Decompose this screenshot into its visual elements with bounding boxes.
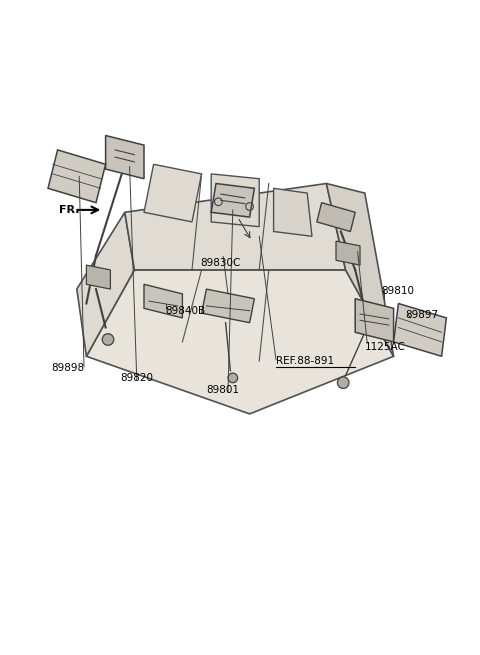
Polygon shape [106, 136, 144, 179]
Polygon shape [355, 299, 394, 342]
Polygon shape [211, 183, 254, 217]
Polygon shape [144, 284, 182, 318]
Text: 89898: 89898 [51, 364, 84, 373]
Polygon shape [86, 270, 394, 414]
Polygon shape [144, 164, 202, 222]
Text: 89840B: 89840B [166, 306, 206, 316]
Polygon shape [274, 188, 312, 236]
Text: 89810: 89810 [382, 286, 415, 297]
Polygon shape [336, 241, 360, 265]
Text: FR.: FR. [59, 205, 79, 215]
Polygon shape [211, 174, 259, 227]
Polygon shape [394, 303, 446, 356]
Text: 89820: 89820 [120, 373, 153, 383]
Polygon shape [317, 202, 355, 231]
Text: 1125AC: 1125AC [365, 342, 406, 352]
Text: 89897: 89897 [406, 310, 439, 320]
Polygon shape [125, 183, 346, 270]
Text: 89801: 89801 [207, 384, 240, 395]
Polygon shape [202, 289, 254, 323]
Circle shape [337, 377, 349, 388]
Text: 89830C: 89830C [201, 258, 241, 268]
Circle shape [102, 334, 114, 345]
Polygon shape [86, 265, 110, 289]
Polygon shape [48, 150, 106, 202]
Text: REF.88-891: REF.88-891 [276, 356, 334, 366]
Circle shape [228, 373, 238, 383]
Polygon shape [77, 212, 134, 356]
Polygon shape [326, 183, 394, 356]
